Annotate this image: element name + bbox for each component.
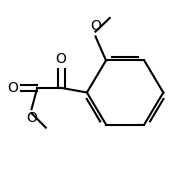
Text: O: O [7,81,18,95]
Text: O: O [90,19,101,33]
Text: O: O [56,52,66,66]
Text: O: O [26,111,37,125]
